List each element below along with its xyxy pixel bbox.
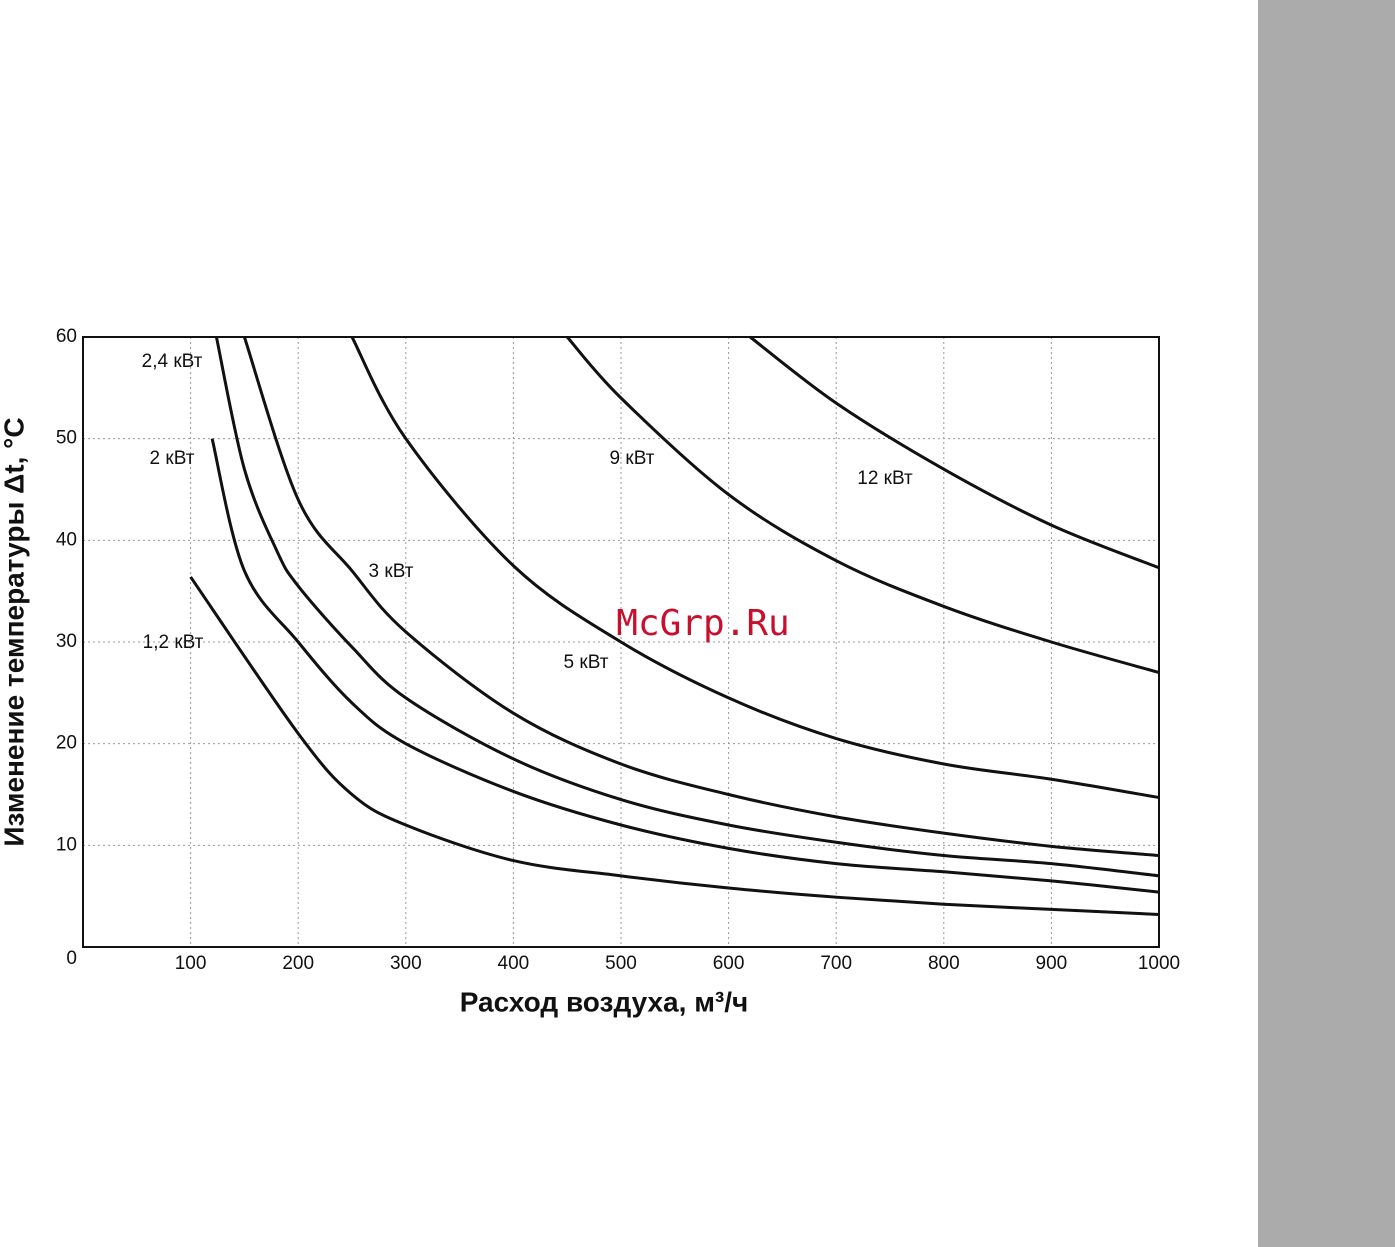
plot-frame	[82, 336, 1160, 948]
x-tick-label: 100	[175, 953, 207, 974]
series-label: 3 кВт	[369, 561, 414, 582]
y-tick-label: 60	[56, 326, 77, 347]
x-tick-label: 800	[928, 953, 960, 974]
series-label: 2 кВт	[150, 448, 195, 469]
series-label: 2,4 кВт	[142, 351, 203, 372]
x-tick-label: 500	[605, 953, 637, 974]
series-label: 5 кВт	[564, 652, 609, 673]
y-tick-label: 40	[56, 529, 77, 550]
x-tick-label: 900	[1036, 953, 1068, 974]
y-tick-label: 50	[56, 428, 77, 449]
x-axis-label: Расход воздуха, м³/ч	[460, 986, 749, 1017]
x-tick-label: 700	[820, 953, 852, 974]
y-tick-label: 10	[56, 834, 77, 855]
x-tick-label: 200	[282, 953, 314, 974]
curve	[189, 576, 1160, 916]
y-tick-label: 0	[66, 948, 77, 969]
series-label: 1,2 кВт	[143, 632, 204, 653]
curve	[214, 336, 1160, 878]
x-tick-label: 400	[498, 953, 530, 974]
series-label: 12 кВт	[857, 468, 913, 489]
x-tick-label: 1000	[1138, 953, 1180, 974]
curve	[566, 336, 1160, 674]
y-tick-label: 20	[56, 733, 77, 754]
y-axis-label: Изменение температуры Δt, °C	[0, 417, 29, 846]
y-tick-label: 30	[56, 631, 77, 652]
curve	[242, 336, 1160, 857]
x-tick-label: 300	[390, 953, 422, 974]
side-band	[1258, 0, 1395, 1247]
curve	[210, 438, 1160, 894]
watermark: McGrp.Ru	[616, 603, 789, 644]
series-label: 9 кВт	[610, 448, 655, 469]
curve	[350, 336, 1160, 800]
curve	[749, 335, 1160, 570]
x-tick-label: 600	[713, 953, 745, 974]
